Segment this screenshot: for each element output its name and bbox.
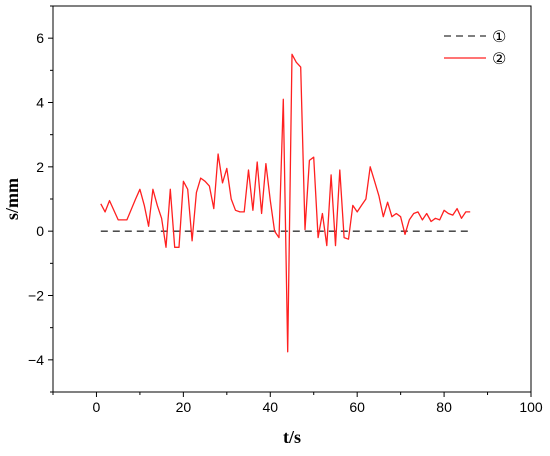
x-tick-label: 80 — [436, 399, 452, 415]
x-tick-label: 20 — [176, 399, 192, 415]
y-tick-label: −4 — [28, 352, 44, 368]
x-tick-label: 0 — [93, 399, 101, 415]
y-tick-label: 0 — [36, 223, 44, 239]
y-axis-ticks: −4 −2 0 2 4 6 — [28, 5, 53, 393]
x-axis-ticks: 0 20 40 60 80 100 — [52, 392, 543, 415]
y-tick-label: 6 — [36, 30, 44, 46]
y-tick-label: −2 — [28, 288, 44, 304]
y-tick-label: 4 — [36, 95, 44, 111]
y-tick-label: 2 — [36, 159, 44, 175]
x-tick-label: 40 — [262, 399, 278, 415]
x-tick-label: 100 — [519, 399, 543, 415]
x-axis-label: t/s — [283, 427, 301, 447]
x-tick-label: 60 — [349, 399, 365, 415]
series-line-2 — [100, 53, 471, 353]
legend-label-2: ② — [492, 49, 506, 68]
y-axis-label: s/mm — [2, 178, 22, 220]
series-layer — [100, 53, 471, 353]
legend: ①② — [444, 27, 506, 68]
legend-label-1: ① — [492, 27, 506, 46]
